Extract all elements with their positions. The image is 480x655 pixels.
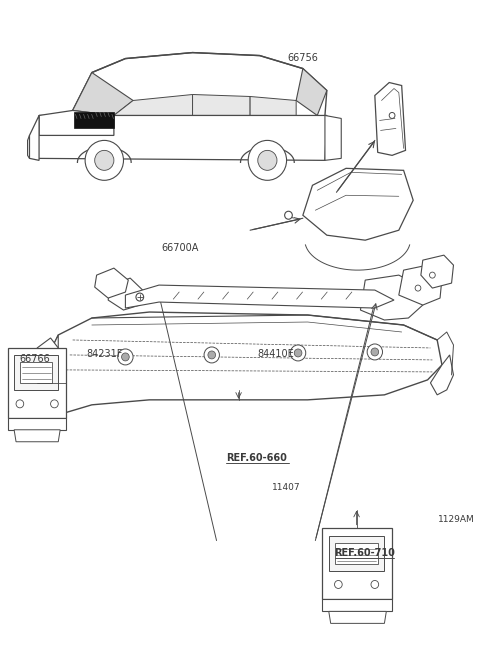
Circle shape	[248, 140, 287, 180]
Circle shape	[85, 140, 123, 180]
Polygon shape	[34, 115, 327, 160]
Polygon shape	[325, 115, 341, 160]
Circle shape	[415, 285, 421, 291]
Text: 1129AM: 1129AM	[438, 515, 475, 523]
Polygon shape	[114, 94, 192, 115]
Text: 66700A: 66700A	[161, 243, 198, 253]
Polygon shape	[48, 335, 58, 415]
Polygon shape	[322, 599, 392, 611]
Polygon shape	[375, 83, 406, 155]
Text: 84410E: 84410E	[258, 349, 294, 360]
Circle shape	[118, 349, 133, 365]
Text: 66766: 66766	[19, 354, 50, 364]
Polygon shape	[37, 338, 58, 415]
Text: 84231F: 84231F	[86, 349, 123, 360]
Text: 66756: 66756	[288, 53, 318, 64]
Circle shape	[50, 400, 58, 408]
Text: REF.60-710: REF.60-710	[335, 548, 396, 558]
Circle shape	[367, 344, 383, 360]
Polygon shape	[421, 255, 454, 288]
Polygon shape	[303, 168, 413, 240]
Circle shape	[371, 348, 379, 356]
Polygon shape	[322, 527, 392, 599]
Circle shape	[204, 347, 219, 363]
Circle shape	[208, 351, 216, 359]
Circle shape	[258, 151, 277, 170]
Circle shape	[430, 272, 435, 278]
Polygon shape	[125, 285, 394, 308]
Polygon shape	[20, 362, 52, 383]
Polygon shape	[431, 355, 454, 395]
Polygon shape	[8, 418, 66, 430]
Circle shape	[136, 293, 144, 301]
Text: 11407: 11407	[272, 483, 300, 492]
Circle shape	[16, 400, 24, 408]
Polygon shape	[399, 265, 442, 305]
Polygon shape	[296, 69, 327, 115]
Polygon shape	[192, 94, 250, 115]
Circle shape	[371, 580, 379, 588]
Polygon shape	[48, 312, 442, 415]
Circle shape	[389, 113, 395, 119]
Polygon shape	[72, 73, 133, 115]
Polygon shape	[29, 115, 39, 160]
Polygon shape	[73, 113, 114, 128]
Polygon shape	[329, 611, 386, 624]
Text: REF.60-660: REF.60-660	[227, 453, 287, 463]
Circle shape	[290, 345, 306, 361]
Circle shape	[95, 151, 114, 170]
Polygon shape	[95, 268, 128, 298]
Circle shape	[285, 212, 292, 219]
Polygon shape	[360, 275, 423, 320]
Polygon shape	[14, 430, 60, 441]
Polygon shape	[250, 96, 296, 115]
Polygon shape	[336, 542, 378, 565]
Polygon shape	[108, 278, 143, 310]
Circle shape	[294, 349, 302, 357]
Polygon shape	[8, 348, 66, 418]
Circle shape	[121, 353, 129, 361]
Circle shape	[335, 580, 342, 588]
Polygon shape	[39, 111, 114, 136]
Polygon shape	[329, 536, 384, 571]
Polygon shape	[14, 355, 58, 390]
